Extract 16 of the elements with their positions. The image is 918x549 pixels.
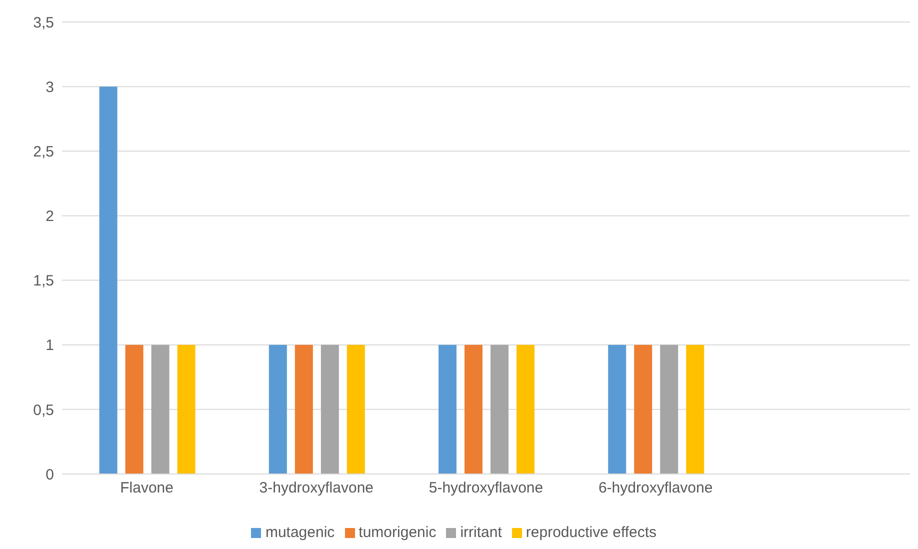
x-tick-label: 6-hydroxyflavone — [598, 480, 713, 497]
x-tick-label: 5-hydroxyflavone — [428, 480, 544, 497]
legend-label: reproductive effects — [526, 524, 657, 541]
y-tick-label: 0 — [46, 466, 54, 484]
y-tick-label: 3 — [46, 78, 54, 96]
legend-label: mutagenic — [265, 524, 335, 541]
x-tick-label: Flavone — [120, 480, 174, 497]
x-tick-label: 3-hydroxyflavone — [259, 480, 374, 497]
y-tick-label: 0,5 — [33, 402, 54, 419]
y-tick-label: 1 — [46, 337, 54, 354]
y-tick-label: 1,5 — [33, 272, 54, 290]
legend-label: tumorigenic — [358, 524, 436, 541]
y-tick-label: 2 — [46, 208, 54, 226]
y-tick-label: 2,5 — [33, 143, 54, 160]
legend-label: irritant — [460, 524, 502, 541]
y-tick-label: 3,5 — [33, 14, 54, 32]
